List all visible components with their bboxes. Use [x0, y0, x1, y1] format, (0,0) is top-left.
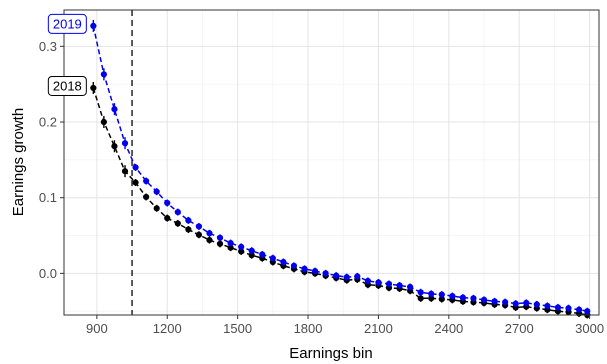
data-point-2018: [121, 168, 129, 175]
data-point-2019: [523, 299, 530, 306]
data-point-2018: [438, 296, 445, 303]
series-layer: [90, 19, 591, 319]
data-point-2018: [195, 231, 203, 238]
series-label-box: [47, 13, 87, 34]
data-point-2019: [364, 277, 371, 285]
data-point-2019: [407, 283, 414, 291]
data-point-2019: [290, 262, 298, 269]
y-tick-label: 0.0: [39, 266, 57, 281]
data-point-2019: [385, 280, 393, 288]
data-point-2019: [438, 291, 445, 298]
data-point-2019: [449, 292, 456, 300]
data-point-2019: [470, 295, 477, 302]
series-label-text: 2019: [53, 16, 82, 31]
data-point-2018: [417, 295, 424, 302]
panel-background: [64, 10, 599, 315]
data-point-2019: [311, 268, 319, 275]
major-gridlines: [64, 10, 599, 315]
data-point-2019: [185, 217, 192, 224]
data-point-2019: [544, 302, 551, 310]
data-point-2019: [343, 274, 350, 281]
data-point-2018: [206, 236, 213, 244]
data-point-2018: [248, 252, 255, 259]
data-point-2019: [554, 304, 562, 311]
data-point-2019: [575, 306, 583, 313]
data-point-2019: [164, 199, 171, 207]
data-point-2019: [227, 240, 234, 247]
y-tick-label: 0.1: [39, 190, 57, 205]
data-point-2018: [227, 244, 234, 251]
data-point-2018: [428, 295, 435, 302]
data-point-2019: [565, 305, 572, 312]
data-point-2019: [428, 290, 435, 297]
x-axis: 900 1200 1500 1800 2100 2400 2700 3000: [86, 315, 604, 336]
data-point-2019: [459, 294, 467, 301]
data-point-2018: [111, 143, 118, 150]
y-axis: 0.0 0.1 0.2 0.3: [39, 39, 64, 281]
x-tick-label: 1800: [294, 321, 323, 336]
data-point-2019: [195, 223, 203, 230]
data-point-2019: [533, 301, 540, 308]
x-tick-label: 1500: [223, 321, 252, 336]
series-label-box: [47, 75, 87, 96]
series-labels: 2018 2019: [47, 13, 87, 96]
data-point-2018: [100, 118, 107, 126]
y-tick-label: 0.2: [39, 115, 57, 130]
data-point-2019: [491, 298, 498, 305]
data-point-2019: [322, 270, 329, 277]
data-point-2019: [174, 208, 181, 216]
minor-gridlines: [64, 10, 599, 315]
panel-border: [63, 9, 600, 316]
data-point-2018: [216, 240, 224, 247]
data-point-2019: [301, 265, 308, 272]
data-point-2019: [259, 251, 266, 258]
y-tick-label: 0.3: [39, 39, 57, 54]
data-point-2019: [584, 308, 591, 315]
data-point-2019: [143, 177, 150, 185]
data-point-2019: [354, 273, 361, 280]
data-point-2019: [396, 282, 403, 289]
x-tick-label: 3000: [575, 321, 604, 336]
data-point-2019: [269, 255, 276, 262]
data-point-2019: [417, 289, 424, 296]
x-tick-label: 2100: [364, 321, 393, 336]
data-point-2018: [132, 179, 139, 186]
data-point-2019: [90, 22, 97, 29]
data-point-2019: [333, 272, 340, 279]
data-point-2019: [100, 71, 107, 78]
x-tick-label: 1200: [153, 321, 182, 336]
data-point-2019: [480, 296, 488, 303]
data-point-2018: [90, 84, 97, 92]
x-tick-label: 2400: [434, 321, 463, 336]
data-point-2019: [512, 300, 519, 307]
x-axis-title: Earnings bin: [289, 345, 372, 362]
data-point-2018: [238, 248, 245, 255]
data-point-2019: [502, 299, 509, 306]
data-point-2019: [111, 106, 118, 113]
series-label-2019: 2019: [47, 13, 87, 34]
series-label-text: 2018: [53, 78, 82, 93]
data-point-2019: [238, 243, 245, 250]
data-point-2018: [164, 215, 171, 222]
data-point-2019: [121, 140, 129, 147]
data-point-2018: [143, 193, 150, 201]
data-point-2019: [280, 258, 287, 266]
data-point-2019: [206, 230, 213, 237]
data-point-2019: [248, 247, 255, 254]
data-point-2018: [185, 226, 192, 233]
data-point-2019: [132, 164, 139, 171]
y-axis-title: Earnings growth: [10, 108, 27, 216]
data-point-2019: [216, 234, 224, 241]
data-point-2019: [153, 188, 160, 195]
data-point-2019: [375, 279, 382, 286]
data-point-2018: [174, 220, 181, 227]
x-tick-label: 2700: [505, 321, 534, 336]
series-label-2018: 2018: [47, 75, 87, 96]
series-2019: [90, 19, 591, 315]
x-tick-label: 900: [86, 321, 108, 336]
data-point-2018: [153, 205, 160, 212]
